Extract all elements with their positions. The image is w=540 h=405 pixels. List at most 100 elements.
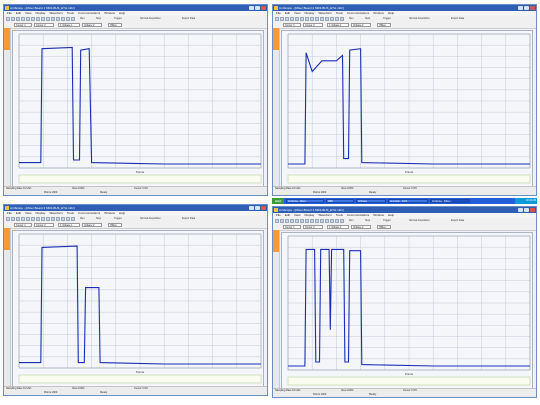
cursor-field[interactable]: Voltage 2: [82, 223, 102, 227]
maximize-icon[interactable]: [255, 206, 260, 210]
toolbar-button-icon[interactable]: [16, 17, 20, 21]
menu-item[interactable]: File: [276, 11, 281, 15]
toolbar-label[interactable]: Normal Acquisition: [140, 217, 161, 220]
maximize-icon[interactable]: [255, 6, 260, 10]
overview-strip[interactable]: [287, 174, 531, 184]
toolbar-button-icon[interactable]: [315, 17, 319, 21]
toolbar-label[interactable]: Run: [349, 17, 354, 20]
toolbar-button-icon[interactable]: [280, 17, 284, 21]
minimize-icon[interactable]: [518, 6, 523, 10]
window-titlebar[interactable]: AmScope - [Mixer Board 4 MIDI-BUS_ETH.ml…: [273, 207, 536, 213]
menu-item[interactable]: Communications: [77, 211, 101, 215]
toolbar-button-icon[interactable]: [310, 17, 314, 21]
toolbar-label[interactable]: Export Data: [451, 17, 465, 20]
waveform-plot[interactable]: Points: [12, 230, 264, 387]
cursor-field[interactable]: HiRes: [108, 23, 122, 27]
close-icon[interactable]: [530, 6, 535, 10]
toolbar-button-icon[interactable]: [51, 217, 55, 221]
menu-item[interactable]: Edit: [284, 11, 291, 15]
toolbar-button-icon[interactable]: [56, 17, 60, 21]
minimize-icon[interactable]: [518, 208, 523, 212]
overview-strip[interactable]: [287, 376, 531, 386]
toolbar-label[interactable]: Stop: [96, 217, 102, 220]
toolbar-label[interactable]: Trigger: [383, 219, 391, 222]
toolbar-label[interactable]: Export Data: [182, 17, 196, 20]
toolbar-label[interactable]: Stop: [365, 219, 371, 222]
taskbar-item[interactable]: AmScope - Mixer...: [286, 199, 324, 203]
side-panel[interactable]: [273, 28, 280, 187]
menu-item[interactable]: Window: [373, 213, 384, 217]
menu-item[interactable]: View: [294, 11, 301, 15]
toolbar-button-icon[interactable]: [285, 219, 289, 223]
toolbar-label[interactable]: Run: [80, 17, 85, 20]
side-panel[interactable]: [273, 230, 280, 389]
menu-item[interactable]: Help: [118, 11, 126, 15]
toolbar-button-icon[interactable]: [335, 17, 339, 21]
waveform-plot[interactable]: Points: [12, 30, 264, 187]
start-button[interactable]: start: [272, 198, 284, 204]
menu-item[interactable]: Communications: [346, 11, 370, 15]
toolbar-button-icon[interactable]: [330, 17, 334, 21]
menu-item[interactable]: Help: [387, 213, 395, 217]
toolbar-label[interactable]: Export Data: [451, 219, 465, 222]
close-icon[interactable]: [261, 6, 266, 10]
cursor-field[interactable]: Cursor 2: [34, 223, 54, 227]
toolbar-button-icon[interactable]: [36, 217, 40, 221]
side-panel-tab[interactable]: [273, 28, 279, 50]
menu-item[interactable]: Communications: [77, 11, 101, 15]
menu-item[interactable]: Window: [104, 11, 115, 15]
taskbar-item[interactable]: MIDI: [326, 199, 354, 203]
toolbar-button-icon[interactable]: [46, 17, 50, 21]
menu-item[interactable]: Edit: [284, 213, 291, 217]
toolbar-button-icon[interactable]: [320, 219, 324, 223]
menu-item[interactable]: View: [25, 211, 32, 215]
toolbar-button-icon[interactable]: [320, 17, 324, 21]
toolbar-button-icon[interactable]: [71, 217, 75, 221]
menu-item[interactable]: File: [7, 11, 12, 15]
menu-item[interactable]: Window: [373, 11, 384, 15]
toolbar-button-icon[interactable]: [295, 17, 299, 21]
toolbar-button-icon[interactable]: [315, 219, 319, 223]
menu-item[interactable]: Help: [118, 211, 126, 215]
menu-item[interactable]: Tools: [66, 211, 74, 215]
toolbar-button-icon[interactable]: [66, 217, 70, 221]
toolbar-button-icon[interactable]: [285, 17, 289, 21]
toolbar-button-icon[interactable]: [290, 219, 294, 223]
close-icon[interactable]: [530, 208, 535, 212]
menu-item[interactable]: Display: [35, 211, 46, 215]
toolbar-button-icon[interactable]: [305, 219, 309, 223]
toolbar-button-icon[interactable]: [300, 17, 304, 21]
menu-item[interactable]: Help: [387, 11, 395, 15]
cursor-field[interactable]: 1 Voltage 1: [58, 223, 80, 227]
window-titlebar[interactable]: AmScope - [Mixer Board 3 MIDI-BUS_ETH.ml…: [4, 205, 267, 211]
menu-item[interactable]: Waveform: [318, 11, 332, 15]
side-panel[interactable]: [4, 28, 11, 187]
toolbar-button-icon[interactable]: [280, 219, 284, 223]
side-panel[interactable]: [4, 228, 11, 387]
toolbar-button-icon[interactable]: [41, 217, 45, 221]
toolbar-button-icon[interactable]: [6, 17, 10, 21]
side-panel-tab[interactable]: [4, 28, 10, 50]
toolbar-button-icon[interactable]: [16, 217, 20, 221]
maximize-icon[interactable]: [524, 208, 529, 212]
cursor-field[interactable]: 1 Voltage 1: [327, 23, 349, 27]
toolbar-button-icon[interactable]: [46, 217, 50, 221]
toolbar-button-icon[interactable]: [275, 219, 279, 223]
menu-item[interactable]: Waveform: [49, 211, 63, 215]
toolbar-button-icon[interactable]: [61, 17, 65, 21]
waveform-plot[interactable]: Points: [281, 30, 533, 187]
cursor-field[interactable]: 1 Voltage 1: [58, 23, 80, 27]
toolbar-button-icon[interactable]: [56, 217, 60, 221]
toolbar-button-icon[interactable]: [340, 17, 344, 21]
toolbar-button-icon[interactable]: [300, 219, 304, 223]
toolbar-button-icon[interactable]: [6, 217, 10, 221]
menu-item[interactable]: Tools: [66, 11, 74, 15]
menu-item[interactable]: Waveform: [318, 213, 332, 217]
toolbar-button-icon[interactable]: [21, 217, 25, 221]
cursor-field[interactable]: Cursor 1: [14, 223, 32, 227]
menu-item[interactable]: View: [25, 11, 32, 15]
menu-item[interactable]: File: [276, 213, 281, 217]
menu-item[interactable]: Display: [304, 11, 315, 15]
close-icon[interactable]: [261, 206, 266, 210]
toolbar-button-icon[interactable]: [26, 217, 30, 221]
